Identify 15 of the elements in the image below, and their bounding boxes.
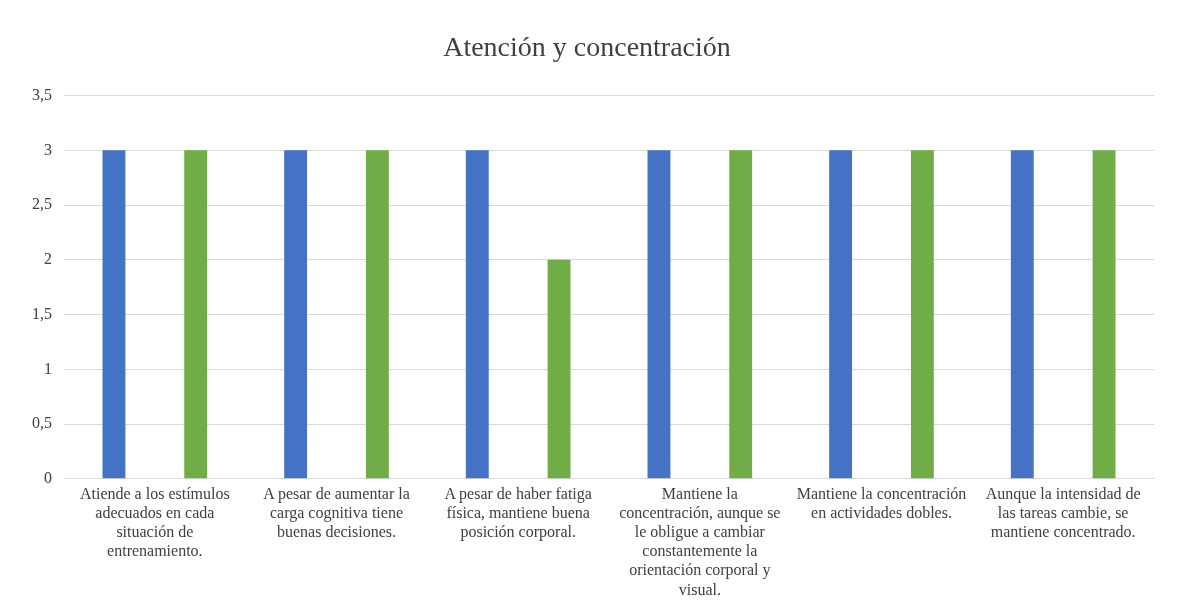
y-tick-label: 3 bbox=[44, 140, 52, 158]
x-tick-label: Mantiene la concentración, aunque se le obligue a cambiar constantemente la orientación corporal y visual. bbox=[619, 484, 781, 598]
y-tick-label: 3,5 bbox=[32, 85, 52, 103]
y-tick-label: 1,5 bbox=[32, 304, 52, 322]
x-tick-label: A pesar de haber fatiga física, mantiene buena posición corporal. bbox=[444, 484, 592, 541]
x-tick-label: A pesar de aumentar la carga cognitiva tiene buenas decisiones. bbox=[263, 484, 410, 540]
y-tick-label: 0,5 bbox=[32, 414, 52, 432]
x-tick-label: Atiende a los estímulos adecuados en cada situación de entrenamiento. bbox=[79, 484, 230, 560]
y-tick-label: 2 bbox=[44, 250, 52, 268]
y-tick-label: 1 bbox=[44, 359, 52, 377]
x-tick-label: Aunque la intensidad de las tareas cambie, se mantiene concentrado. bbox=[985, 484, 1141, 540]
x-tick-label: Mantiene la concentración en actividades dobles. bbox=[796, 484, 967, 521]
chart-title: Atención y concentración bbox=[443, 31, 731, 63]
y-tick-label: 2,5 bbox=[32, 195, 52, 213]
y-tick-label: 0 bbox=[44, 469, 52, 486]
